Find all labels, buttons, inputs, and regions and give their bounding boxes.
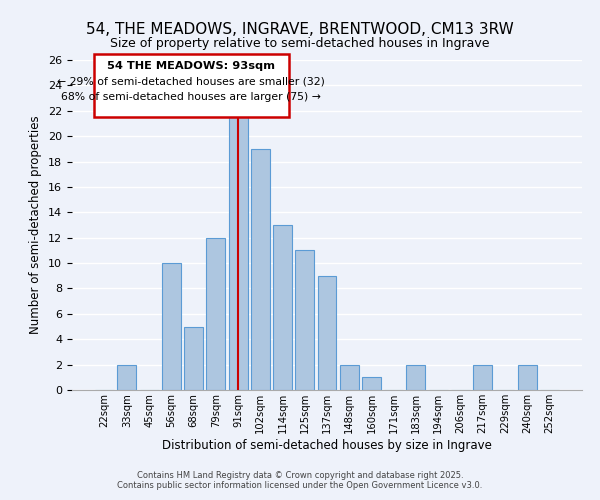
Text: 54, THE MEADOWS, INGRAVE, BRENTWOOD, CM13 3RW: 54, THE MEADOWS, INGRAVE, BRENTWOOD, CM1… — [86, 22, 514, 38]
Bar — [162, 263, 181, 390]
Bar — [118, 364, 136, 390]
Bar — [206, 238, 225, 390]
Bar — [473, 364, 492, 390]
Bar — [518, 364, 536, 390]
Bar — [406, 364, 425, 390]
Y-axis label: Number of semi-detached properties: Number of semi-detached properties — [29, 116, 43, 334]
Text: Size of property relative to semi-detached houses in Ingrave: Size of property relative to semi-detach… — [110, 38, 490, 51]
Bar — [184, 326, 203, 390]
Text: 54 THE MEADOWS: 93sqm: 54 THE MEADOWS: 93sqm — [107, 62, 275, 72]
Bar — [251, 149, 270, 390]
Bar — [229, 111, 248, 390]
Bar — [362, 378, 381, 390]
Text: 68% of semi-detached houses are larger (75) →: 68% of semi-detached houses are larger (… — [61, 92, 321, 102]
Bar — [273, 225, 292, 390]
Text: Contains HM Land Registry data © Crown copyright and database right 2025.
Contai: Contains HM Land Registry data © Crown c… — [118, 470, 482, 490]
Text: ← 29% of semi-detached houses are smaller (32): ← 29% of semi-detached houses are smalle… — [58, 76, 325, 86]
Bar — [295, 250, 314, 390]
Bar — [317, 276, 337, 390]
X-axis label: Distribution of semi-detached houses by size in Ingrave: Distribution of semi-detached houses by … — [162, 438, 492, 452]
FancyBboxPatch shape — [94, 54, 289, 117]
Bar — [340, 364, 359, 390]
